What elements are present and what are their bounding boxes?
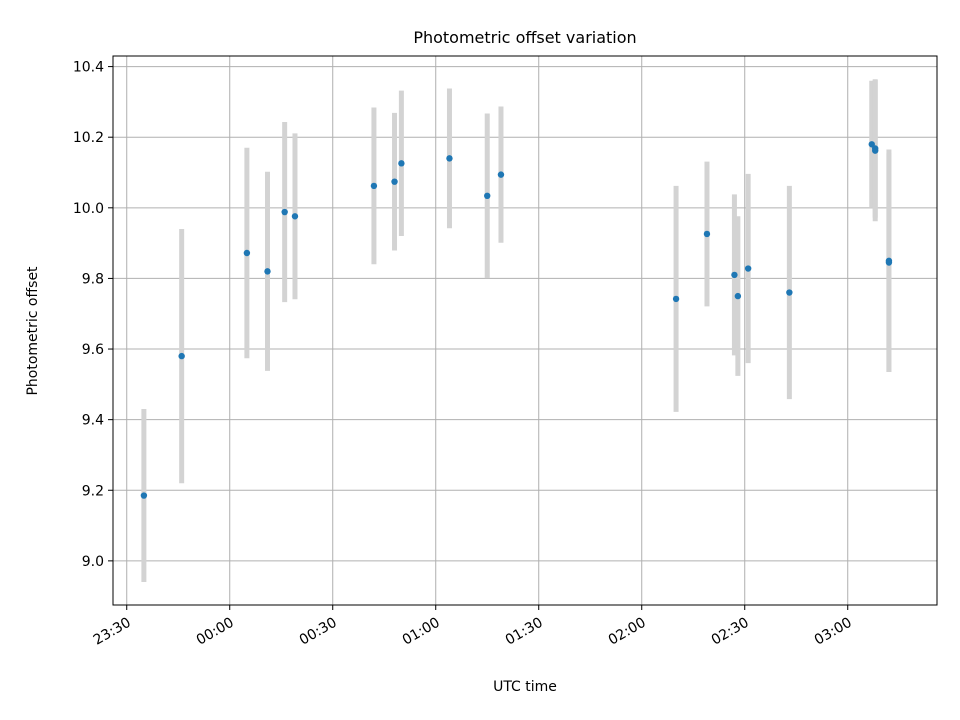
data-point [243,249,251,257]
y-tick-label: 10.2 [73,130,104,146]
data-point [497,171,505,178]
y-axis: 9.0 9.2 9.4 9.6 9.8 10.0 10.2 10.4 [73,60,113,570]
data-point [281,208,288,216]
data-point [868,141,875,148]
data-points [140,141,893,499]
data-point [872,145,879,152]
data-point [264,268,271,275]
data-point [140,492,148,499]
data-point [786,289,793,296]
plot-frame [112,55,938,606]
y-tick-label: 9.2 [82,483,104,499]
data-point [291,213,299,220]
y-tick-label: 10.0 [73,201,104,217]
y-tick-label: 9.6 [82,342,104,358]
y-tick-label: 9.8 [82,271,104,287]
data-point [734,292,742,300]
y-tick-label: 9.0 [82,554,104,570]
data-point [398,160,405,167]
y-tick-label: 9.4 [82,413,104,429]
y-axis-label: Photometric offset [25,266,41,396]
y-tick-label: 10.4 [73,60,104,76]
data-point [885,259,893,266]
x-axis-label: UTC time [493,679,557,695]
data-point [178,352,185,360]
data-point [484,192,491,200]
data-point [703,230,711,238]
chart-title: Photometric offset variation [413,28,636,47]
grid [113,56,937,605]
data-point [672,295,680,303]
data-point [446,155,453,162]
data-point [391,178,398,185]
data-point [744,265,752,272]
data-point [370,182,378,190]
data-point [731,271,738,279]
